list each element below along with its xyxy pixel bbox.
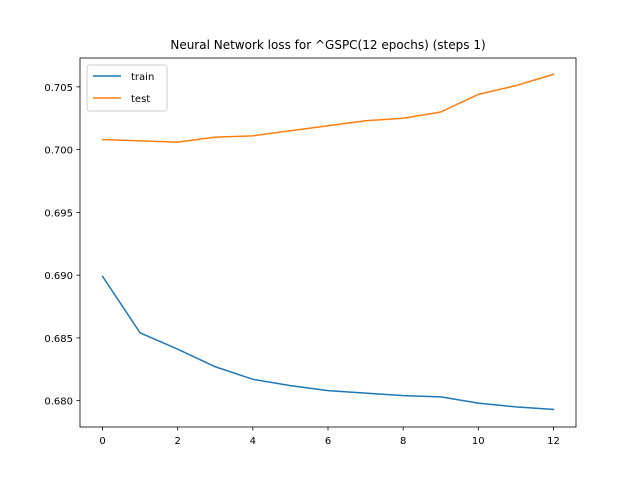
chart-title: Neural Network loss for ^GSPC(12 epochs)… [170, 38, 485, 52]
y-tick-label: 0.690 [44, 271, 73, 282]
y-tick-label: 0.705 [44, 83, 73, 94]
x-tick-label: 2 [175, 436, 181, 447]
series-line-test [101, 73, 555, 143]
series-lines [101, 73, 555, 411]
plot-axes: 0 2 4 6 8 10 12 0.680 0.685 0.690 0.695 0.700 0.705 [44, 57, 577, 447]
y-tick-label: 0.685 [44, 334, 73, 345]
y-tick-label: 0.680 [44, 397, 73, 408]
legend-box [86, 64, 168, 112]
axes-frame [79, 57, 577, 428]
x-tick-label: 10 [472, 436, 485, 447]
legend: train test [86, 64, 168, 112]
x-tick-label: 12 [547, 436, 560, 447]
series-line-train [101, 275, 555, 411]
y-tick-label: 0.700 [44, 146, 73, 157]
x-tick-label: 4 [250, 436, 256, 447]
legend-label-test: test [131, 94, 150, 105]
x-tick-label: 8 [400, 436, 406, 447]
y-tick-label: 0.695 [44, 208, 73, 219]
x-tick-label: 6 [325, 436, 331, 447]
x-tick-label: 0 [99, 436, 105, 447]
legend-label-train: train [131, 72, 154, 83]
